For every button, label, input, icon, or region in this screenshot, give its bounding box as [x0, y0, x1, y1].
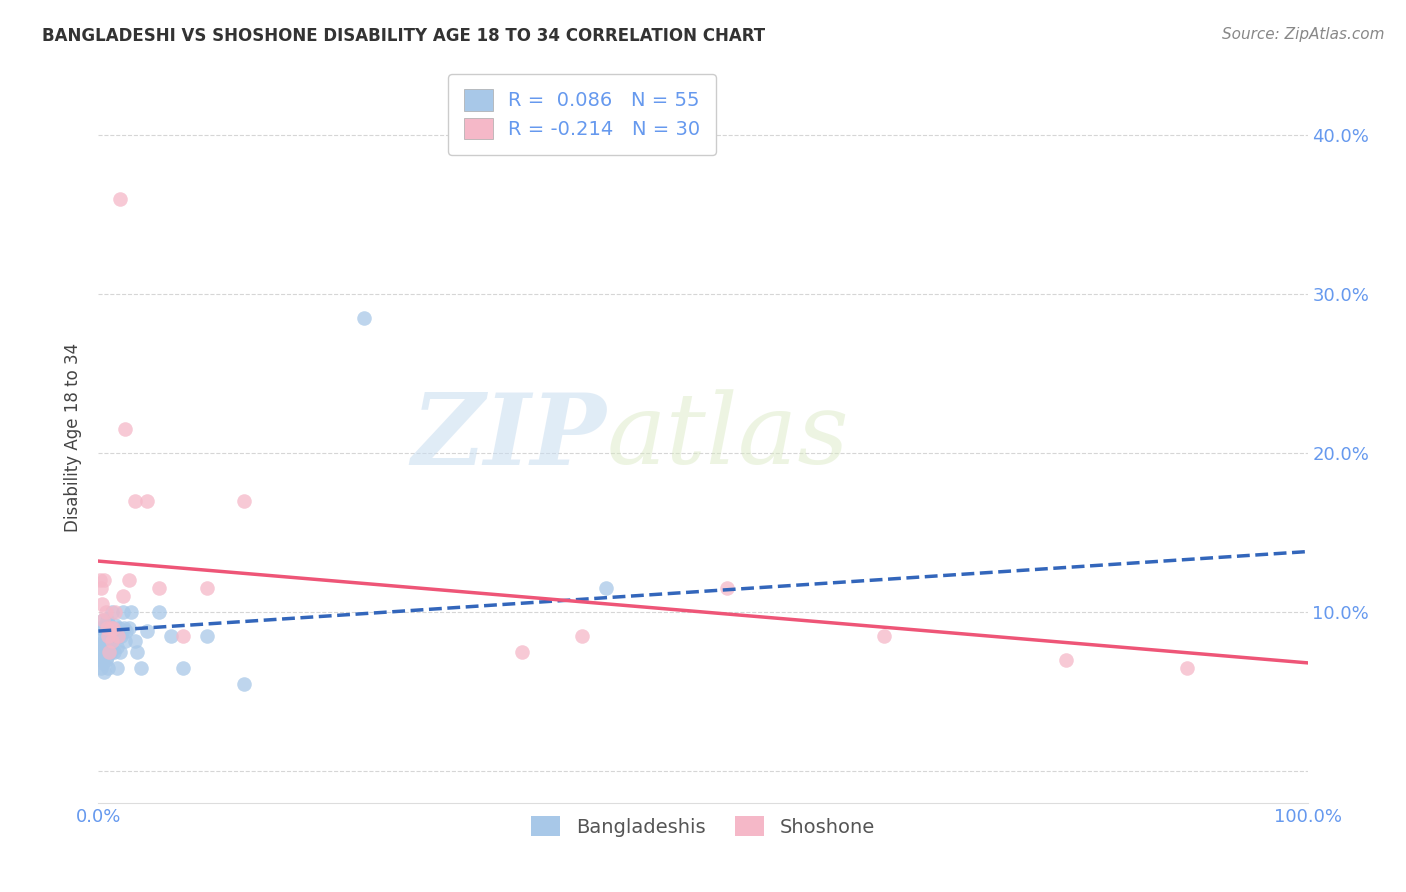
Y-axis label: Disability Age 18 to 34: Disability Age 18 to 34: [65, 343, 83, 532]
Text: atlas: atlas: [606, 390, 849, 484]
Point: [108, 621, 131, 635]
Point: [89, 573, 111, 587]
Point: [100, 633, 122, 648]
Point: [90, 581, 112, 595]
Point: [195, 581, 218, 595]
Point: [124, 493, 146, 508]
Point: [510, 645, 533, 659]
Point: [118, 621, 141, 635]
Point: [124, 633, 146, 648]
Point: [89, 621, 111, 635]
Point: [98, 645, 121, 659]
Text: ZIP: ZIP: [412, 389, 606, 485]
Point: [195, 629, 218, 643]
Point: [91, 656, 114, 670]
Point: [98, 637, 121, 651]
Point: [127, 645, 149, 659]
Text: Source: ZipAtlas.com: Source: ZipAtlas.com: [1222, 27, 1385, 42]
Point: [100, 605, 122, 619]
Point: [105, 640, 128, 654]
Point: [97, 660, 120, 674]
Point: [232, 493, 254, 508]
Point: [111, 605, 134, 619]
Point: [100, 633, 122, 648]
Point: [232, 676, 254, 690]
Point: [97, 624, 120, 638]
Point: [96, 613, 118, 627]
Point: [873, 629, 896, 643]
Point: [135, 624, 157, 638]
Point: [90, 653, 112, 667]
Point: [93, 624, 115, 638]
Point: [94, 653, 117, 667]
Point: [103, 645, 125, 659]
Point: [595, 581, 617, 595]
Point: [111, 589, 134, 603]
Point: [160, 629, 183, 643]
Point: [91, 613, 114, 627]
Point: [101, 621, 124, 635]
Point: [114, 633, 136, 648]
Point: [716, 581, 738, 595]
Point: [93, 573, 115, 587]
Point: [172, 660, 194, 674]
Point: [91, 633, 114, 648]
Point: [91, 613, 114, 627]
Point: [135, 493, 157, 508]
Point: [115, 624, 138, 638]
Point: [93, 665, 115, 680]
Point: [96, 621, 118, 635]
Point: [90, 629, 112, 643]
Point: [90, 660, 112, 674]
Point: [112, 621, 135, 635]
Point: [96, 649, 118, 664]
Point: [97, 629, 120, 643]
Point: [148, 605, 170, 619]
Point: [93, 645, 115, 659]
Point: [114, 422, 136, 436]
Point: [94, 605, 117, 619]
Point: [172, 629, 194, 643]
Point: [100, 621, 122, 635]
Point: [94, 621, 117, 635]
Point: [118, 573, 141, 587]
Legend: Bangladeshis, Shoshone: Bangladeshis, Shoshone: [523, 808, 883, 845]
Point: [91, 621, 114, 635]
Point: [1175, 660, 1198, 674]
Point: [104, 617, 127, 632]
Point: [104, 605, 127, 619]
Text: BANGLADESHI VS SHOSHONE DISABILITY AGE 18 TO 34 CORRELATION CHART: BANGLADESHI VS SHOSHONE DISABILITY AGE 1…: [42, 27, 765, 45]
Point: [108, 192, 131, 206]
Point: [97, 643, 120, 657]
Point: [89, 645, 111, 659]
Point: [101, 624, 124, 638]
Point: [120, 605, 142, 619]
Point: [129, 660, 152, 674]
Point: [105, 660, 128, 674]
Point: [89, 637, 111, 651]
Point: [100, 645, 122, 659]
Point: [353, 310, 375, 325]
Point: [100, 621, 122, 635]
Point: [1054, 653, 1077, 667]
Point: [108, 645, 131, 659]
Point: [91, 597, 114, 611]
Point: [148, 581, 170, 595]
Point: [94, 640, 117, 654]
Point: [107, 629, 129, 643]
Point: [91, 637, 114, 651]
Point: [110, 629, 132, 643]
Point: [107, 629, 129, 643]
Point: [98, 617, 121, 632]
Point: [91, 649, 114, 664]
Point: [571, 629, 593, 643]
